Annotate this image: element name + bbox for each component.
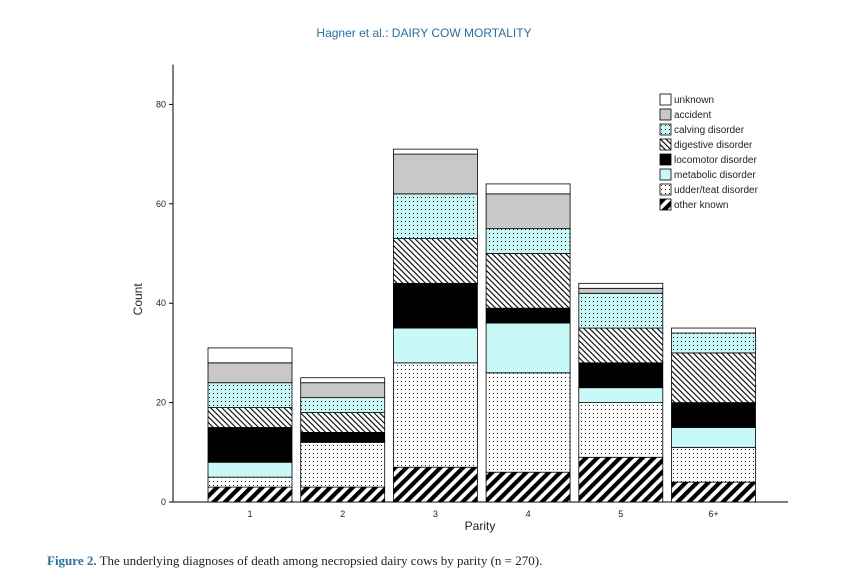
legend-swatch xyxy=(659,153,672,166)
legend-swatch xyxy=(659,108,672,121)
legend-label: other known xyxy=(674,200,728,211)
bar-segment-metabolic-disorder xyxy=(207,461,293,478)
bar-segment-locomotor-disorder xyxy=(578,362,664,389)
legend-swatch xyxy=(659,93,672,106)
bar-segment-calving-disorder xyxy=(207,382,293,408)
x-tick-label: 2 xyxy=(340,509,345,519)
x-tick-label: 3 xyxy=(433,509,438,519)
bar-segment-unknown xyxy=(485,183,571,195)
legend-label: metabolic disorder xyxy=(674,170,756,181)
y-axis-title: Count xyxy=(131,283,145,316)
bar-segment-accident xyxy=(392,153,478,195)
bar-segment-digestive-disorder xyxy=(578,327,664,364)
bar-segment-udder-teat-disorder xyxy=(207,476,293,488)
bar-segment-locomotor-disorder xyxy=(485,307,571,324)
bar-segment-digestive-disorder xyxy=(485,253,571,309)
bar-segment-accident xyxy=(207,362,293,384)
legend-label: digestive disorder xyxy=(674,140,753,151)
bar-segment-locomotor-disorder xyxy=(207,427,293,463)
bar-segment-udder-teat-disorder xyxy=(300,441,386,488)
bar-segment-other-known xyxy=(578,456,664,503)
bar-segment-digestive-disorder xyxy=(207,407,293,428)
bar-segment-locomotor-disorder xyxy=(671,402,756,428)
bar-segment-metabolic-disorder xyxy=(392,327,478,364)
figure-label: Figure 2. xyxy=(47,553,97,568)
legend-label: unknown xyxy=(674,95,714,106)
y-tick-label: 20 xyxy=(156,398,166,408)
legend-swatch xyxy=(659,198,672,211)
bar-segment-locomotor-disorder xyxy=(392,282,478,329)
legend-label: udder/teat disorder xyxy=(674,185,759,196)
y-tick-label: 40 xyxy=(156,298,166,308)
x-tick-label: 4 xyxy=(526,509,531,519)
x-tick-label: 1 xyxy=(247,509,252,519)
bar-segment-digestive-disorder xyxy=(671,352,756,403)
y-tick-label: 0 xyxy=(161,497,166,507)
bar-segment-calving-disorder xyxy=(485,228,571,254)
bar-segment-unknown xyxy=(207,347,293,364)
bar-segment-accident xyxy=(300,382,386,399)
x-tick-label: 6+ xyxy=(708,509,718,519)
bar-segment-unknown xyxy=(578,282,664,289)
bar-segment-udder-teat-disorder xyxy=(671,446,756,483)
legend-swatch xyxy=(659,183,672,196)
legend-label: calving disorder xyxy=(674,125,745,136)
y-tick-label: 80 xyxy=(156,99,166,109)
bar-segment-accident xyxy=(578,287,664,294)
bar-segment-other-known xyxy=(671,481,756,503)
bar-segment-digestive-disorder xyxy=(392,238,478,284)
bar-segment-udder-teat-disorder xyxy=(392,362,478,468)
bar-segment-calving-disorder xyxy=(300,397,386,413)
journal-header: Hagner et al.: DAIRY COW MORTALITY xyxy=(316,26,532,40)
bar-segment-other-known xyxy=(300,486,386,503)
figure-caption-text: The underlying diagnoses of death among … xyxy=(96,553,543,568)
bar-segment-unknown xyxy=(392,148,478,155)
bar-segment-locomotor-disorder xyxy=(300,432,386,443)
bar-segment-calving-disorder xyxy=(671,332,756,354)
bar-segment-metabolic-disorder xyxy=(578,387,664,404)
legend-label: accident xyxy=(674,110,711,121)
bar-segment-udder-teat-disorder xyxy=(485,372,571,473)
bar-segment-metabolic-disorder xyxy=(671,427,756,448)
bar-segment-unknown xyxy=(671,327,756,334)
x-tick-label: 5 xyxy=(618,509,623,519)
legend-swatch xyxy=(659,168,672,181)
bar-segment-unknown xyxy=(300,377,386,384)
bar-segment-metabolic-disorder xyxy=(485,322,571,374)
bar-segment-accident xyxy=(485,193,571,230)
legend-swatch xyxy=(659,138,672,151)
bar-segment-other-known xyxy=(485,471,571,503)
bar-segment-calving-disorder xyxy=(392,193,478,239)
y-tick-label: 60 xyxy=(156,199,166,209)
bar-segment-calving-disorder xyxy=(578,292,664,329)
bar-segment-udder-teat-disorder xyxy=(578,402,664,458)
legend-label: locomotor disorder xyxy=(674,155,757,166)
legend-swatch xyxy=(659,123,672,136)
bar-segment-digestive-disorder xyxy=(300,412,386,433)
figure-caption: Figure 2. The underlying diagnoses of de… xyxy=(47,553,542,569)
bar-segment-other-known xyxy=(392,466,478,503)
bar-segment-other-known xyxy=(207,486,293,503)
x-axis-title: Parity xyxy=(465,519,496,533)
